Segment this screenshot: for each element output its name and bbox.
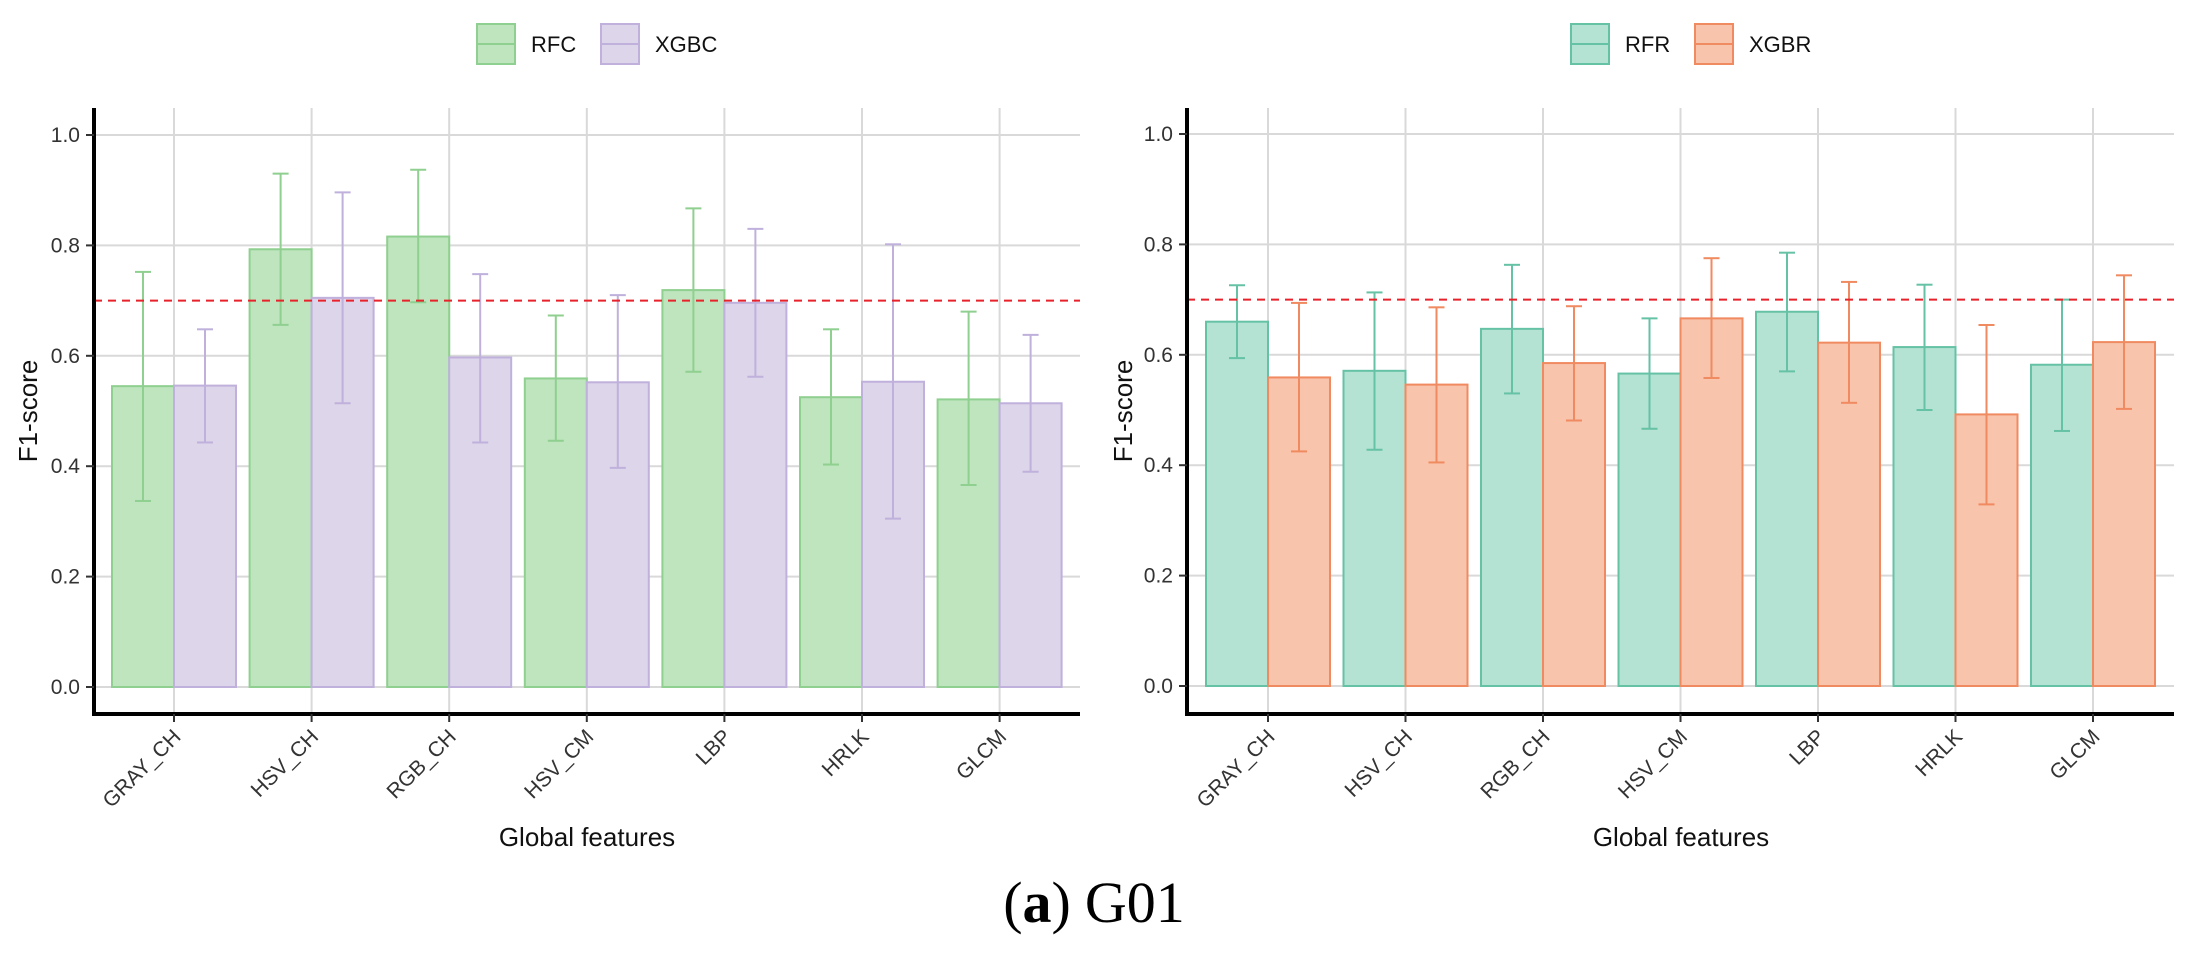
legend-label: XGBC: [655, 32, 717, 57]
x-tick-label: RGB_CH: [383, 725, 461, 803]
figure-caption: (a) G01: [1003, 870, 1185, 935]
caption-open-paren: (: [1003, 870, 1022, 935]
chart-right-legend: RFR XGBR: [1570, 23, 1811, 65]
chart-left: 0.0 0.2 0.4 0.6 0.8 1.0 GRAY_CH HSV_CH RGB_CH HS…: [13, 23, 1080, 852]
legend-label: RFC: [531, 32, 576, 57]
error-bar-xgbr-hrlk: [1978, 323, 1995, 506]
error-bar-rfr-hrlk: [1916, 283, 1933, 411]
y-tick-label: 1.0: [1144, 123, 1173, 146]
y-tick-label: 0.8: [51, 234, 80, 257]
chart-left-y-ticks: 0.0 0.2 0.4 0.6 0.8 1.0: [51, 124, 94, 699]
error-bar-xgbr-hsv-ch: [1428, 306, 1445, 464]
x-tick-label: HRLK: [1911, 725, 1967, 781]
error-bar-xgbr-rgb-ch: [1566, 305, 1582, 422]
bar-rfc-rgb-ch: [386, 235, 451, 688]
x-tick-label: GRAY_CH: [1193, 725, 1280, 812]
y-tick-label: 0.6: [51, 345, 80, 368]
legend-item-xgbc: XGBC: [600, 23, 717, 65]
x-tick-label: LBP: [1785, 725, 1829, 769]
x-tick-label: LBP: [692, 725, 736, 769]
error-bar-rfr-gray-ch: [1229, 284, 1245, 360]
error-bar-xgbc-hsv-cm: [609, 294, 626, 469]
bar-xgbc-lbp: [723, 301, 788, 688]
chart-right-error-bars: [1229, 251, 2132, 506]
chart-left-legend: RFC XGBC: [476, 23, 717, 65]
x-tick-label: HSV_CM: [520, 725, 598, 803]
y-tick-label: 0.2: [1144, 565, 1173, 588]
y-tick-label: 0.2: [51, 566, 80, 589]
error-bar-xgbr-hsv-cm: [1703, 257, 1720, 379]
chart-left-y-axis-title: F1-score: [13, 360, 43, 463]
y-tick-label: 0.4: [1144, 454, 1174, 477]
error-bar-rfc-hsv-cm: [547, 314, 564, 442]
y-tick-label: 1.0: [51, 124, 80, 147]
error-bar-rfr-hsv-cm: [1641, 317, 1658, 430]
x-tick-label: HSV_CM: [1614, 725, 1692, 803]
bar-xgbc-rgb-ch: [448, 356, 513, 688]
error-bar-rfr-rgb-ch: [1504, 263, 1520, 395]
y-tick-label: 0.6: [1144, 344, 1173, 367]
chart-right: 0.0 0.2 0.4 0.6 0.8 1.0 GRAY_CH HSV_CH RGB_CH HS…: [1108, 23, 2174, 852]
x-tick-label: GLCM: [952, 725, 1011, 784]
chart-left-error-bars: [135, 168, 1039, 520]
x-tick-label: HRLK: [818, 725, 874, 781]
y-tick-label: 0.0: [51, 676, 80, 699]
chart-left-x-axis-title: Global features: [499, 822, 675, 852]
error-bar-xgbc-hrlk: [885, 243, 901, 520]
error-bar-rfr-hsv-ch: [1366, 291, 1383, 451]
bar-xgbr-hsv-cm: [1679, 317, 1744, 687]
error-bar-rfr-lbp: [1779, 251, 1795, 373]
x-tick-label: HSV_CH: [1341, 725, 1418, 802]
error-bar-xgbr-glcm: [2116, 274, 2132, 410]
caption-letter: a: [1023, 870, 1052, 935]
bar-rfr-lbp: [1755, 310, 1819, 687]
error-bar-xgbc-lbp: [747, 227, 764, 378]
y-tick-label: 0.8: [1144, 233, 1173, 256]
x-tick-label: GLCM: [2045, 725, 2104, 784]
legend-item-rfc: RFC: [476, 23, 576, 65]
chart-right-x-axis-title: Global features: [1593, 822, 1769, 852]
chart-right-x-ticks: GRAY_CH HSV_CH RGB_CH HSV_CM LBP HRLK GLCM: [1193, 714, 2105, 812]
error-bar-rfc-hrlk: [823, 328, 839, 466]
caption-close-paren: ): [1052, 870, 1071, 935]
error-bar-rfc-gray-ch: [135, 270, 151, 502]
error-bar-xgbr-lbp: [1841, 280, 1857, 404]
chart-right-y-axis-title: F1-score: [1108, 360, 1138, 463]
bar-xgbc-gray-ch: [173, 384, 237, 688]
error-bar-xgbc-rgb-ch: [472, 273, 489, 444]
error-bar-rfc-lbp: [685, 207, 702, 373]
error-bar-xgbc-hsv-ch: [334, 191, 351, 405]
caption-label: G01: [1085, 870, 1185, 935]
error-bar-xgbc-gray-ch: [197, 328, 213, 444]
legend-label: XGBR: [1749, 32, 1811, 57]
error-bar-xgbc-glcm: [1022, 333, 1039, 473]
legend-label: RFR: [1625, 32, 1670, 57]
legend-item-xgbr: XGBR: [1694, 23, 1811, 65]
bar-rfr-gray-ch: [1205, 320, 1269, 687]
bar-xgbc-glcm: [998, 402, 1063, 688]
error-bar-xgbr-gray-ch: [1291, 301, 1307, 453]
chart-right-y-ticks: 0.0 0.2 0.4 0.6 0.8 1.0: [1144, 123, 1187, 698]
legend-item-rfr: RFR: [1570, 23, 1670, 65]
error-bar-rfc-glcm: [960, 310, 977, 486]
x-tick-label: HSV_CH: [247, 725, 324, 802]
error-bar-rfc-rgb-ch: [410, 168, 427, 304]
y-tick-label: 0.0: [1144, 675, 1173, 698]
chart-right-bars: [1205, 310, 2156, 687]
y-tick-label: 0.4: [51, 455, 81, 478]
chart-left-x-ticks: GRAY_CH HSV_CH RGB_CH HSV_CM LBP HRLK GLCM: [99, 714, 1011, 812]
x-tick-label: RGB_CH: [1476, 725, 1554, 803]
x-tick-label: GRAY_CH: [99, 725, 186, 812]
